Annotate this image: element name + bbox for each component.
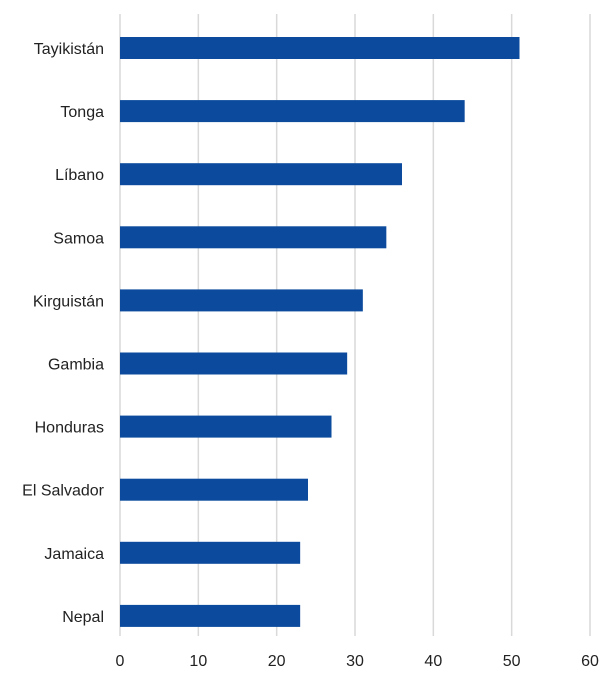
category-label: Samoa [53,230,104,247]
category-label: Tonga [60,104,104,121]
bar [120,415,332,438]
x-tick-label: 50 [503,653,521,670]
category-label: Líbano [55,167,104,184]
category-label: Nepal [62,609,104,626]
bar [120,352,348,375]
bar [120,478,308,501]
x-axis-tick-labels: 0 10 20 30 40 50 60 [116,653,599,670]
category-label: Tayikistán [34,41,104,58]
x-tick-label: 20 [268,653,286,670]
category-labels: Tayikistán Tonga Líbano Samoa Kirguistán Gamb… [22,41,104,626]
x-tick-label: 40 [424,653,442,670]
x-tick-label: 10 [189,653,207,670]
x-tick-label: 0 [116,653,125,670]
bar [120,604,301,627]
x-tick-label: 60 [581,653,599,670]
bar [120,37,520,59]
bar [120,226,387,249]
category-label: El Salvador [22,483,104,500]
bar [120,541,301,564]
category-label: Jamaica [44,546,104,563]
bar [120,100,465,123]
bar [120,289,363,312]
category-label: Gambia [48,357,104,374]
bar [120,163,402,186]
bars [120,37,520,627]
category-label: Kirguistán [33,293,104,310]
x-tick-label: 30 [346,653,364,670]
category-label: Honduras [35,420,104,437]
